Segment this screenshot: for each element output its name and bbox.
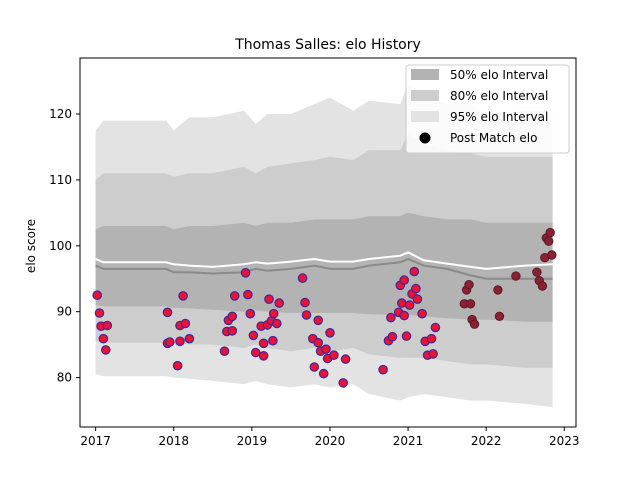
- x-tick-label: 2021: [393, 434, 424, 448]
- post-match-point: [338, 378, 348, 388]
- post-match-point: [412, 294, 423, 304]
- post-match-point: [494, 311, 505, 321]
- post-match-point: [411, 283, 421, 294]
- post-match-point: [465, 299, 476, 309]
- post-match-point: [172, 360, 183, 371]
- post-match-point: [271, 318, 282, 329]
- post-match-point: [340, 354, 351, 364]
- post-match-point: [264, 294, 274, 304]
- post-match-point: [464, 280, 474, 290]
- mean-line: [95, 251, 553, 270]
- post-match-point: [297, 273, 308, 283]
- post-match-point: [409, 266, 420, 277]
- legend-label: 50% elo Interval: [450, 68, 548, 82]
- post-match-point: [386, 312, 396, 323]
- post-match-point: [248, 330, 259, 341]
- post-match-point: [250, 347, 261, 358]
- post-match-point: [545, 227, 555, 238]
- post-match-point: [532, 267, 542, 277]
- post-match-point: [178, 291, 188, 301]
- y-axis-label: elo score: [24, 219, 38, 273]
- post-match-point: [537, 281, 548, 291]
- x-tick-label: 2017: [80, 434, 111, 448]
- legend-swatch: [411, 111, 439, 122]
- x-tick-label: 2023: [549, 434, 580, 448]
- post-match-point: [313, 337, 323, 348]
- post-match-point: [309, 362, 320, 372]
- post-match-point: [387, 331, 398, 342]
- legend: 50% elo Interval 80% elo Interval 95% elo …: [405, 64, 570, 154]
- post-match-point: [426, 333, 437, 344]
- post-match-point: [469, 319, 480, 329]
- x-tick-label: 2020: [315, 434, 346, 448]
- axes: 2017 2018 2019 2020 2021 2022 2023 80 90 100 110 12…: [49, 57, 580, 448]
- post-match-point: [493, 285, 503, 295]
- y-tick-label: 80: [57, 371, 72, 385]
- post-match-point: [544, 236, 554, 246]
- post-match-point: [329, 350, 339, 360]
- x-tick-label: 2018: [158, 434, 189, 448]
- legend-label: 80% elo Interval: [450, 89, 548, 103]
- post-match-point: [240, 267, 251, 278]
- plot-area: [92, 84, 557, 408]
- median-line: [95, 257, 553, 280]
- post-match-point: [162, 307, 173, 318]
- post-match-point: [243, 289, 253, 300]
- post-match-point: [268, 335, 278, 346]
- y-tick-label: 90: [57, 305, 72, 319]
- post-match-point: [94, 308, 105, 318]
- post-match-point: [318, 368, 329, 379]
- x-tick-label: 2019: [237, 434, 268, 448]
- legend-label: Post Match elo: [450, 131, 537, 145]
- legend-swatch: [411, 90, 439, 101]
- y-tick-label: 120: [49, 107, 72, 121]
- post-match-point: [313, 315, 323, 326]
- post-match-point: [430, 322, 441, 333]
- legend-box: [405, 64, 570, 154]
- post-match-point: [180, 318, 191, 329]
- x-tick-label: 2022: [471, 434, 502, 448]
- post-match-point: [401, 331, 412, 341]
- post-match-point: [378, 364, 388, 375]
- post-match-point: [227, 325, 238, 336]
- y-tick-label: 110: [49, 173, 72, 187]
- post-match-point: [184, 333, 195, 344]
- post-match-point: [300, 297, 310, 308]
- legend-label: 95% elo Interval: [450, 110, 548, 124]
- post-match-point: [268, 308, 279, 319]
- post-match-point: [101, 345, 111, 355]
- post-match-point: [274, 298, 284, 308]
- post-match-point: [399, 310, 409, 321]
- post-match-point: [219, 346, 230, 356]
- post-match-point: [98, 333, 109, 344]
- post-match-point: [321, 344, 331, 354]
- legend-marker: [419, 132, 431, 144]
- post-match-point: [301, 310, 312, 320]
- post-match-point: [417, 308, 427, 319]
- legend-swatch: [411, 69, 439, 80]
- post-match-point: [229, 291, 240, 301]
- post-match-point: [399, 275, 409, 285]
- post-match-point: [428, 349, 438, 359]
- post-match-point: [547, 250, 557, 260]
- post-match-point: [245, 308, 256, 319]
- post-match-point: [175, 336, 185, 347]
- post-match-point: [511, 271, 521, 281]
- axes-frame: [79, 57, 577, 428]
- post-match-point: [165, 337, 175, 347]
- post-match-point: [396, 298, 407, 308]
- post-match-point: [227, 311, 238, 322]
- post-match-point: [92, 290, 102, 300]
- chart-title: Thomas Salles: elo History: [234, 37, 421, 53]
- post-match-point: [404, 300, 415, 310]
- post-match-point: [102, 320, 113, 331]
- y-tick-label: 100: [49, 239, 72, 253]
- post-match-point: [258, 350, 269, 361]
- post-match-point: [258, 338, 269, 349]
- post-match-point: [325, 327, 335, 338]
